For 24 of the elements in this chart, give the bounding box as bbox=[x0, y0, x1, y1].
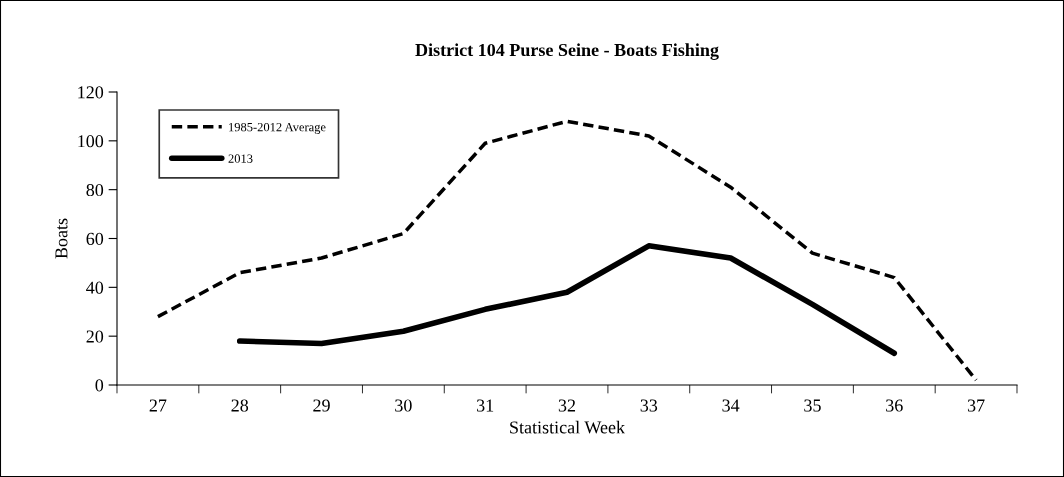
chart-title: District 104 Purse Seine - Boats Fishing bbox=[415, 43, 719, 60]
y-tick-label: 20 bbox=[86, 330, 104, 343]
y-tick-label: 60 bbox=[86, 232, 104, 245]
legend-label: 2013 bbox=[228, 154, 253, 163]
legend-label: 1985-2012 Average bbox=[229, 122, 326, 134]
x-tick-label: 27 bbox=[149, 399, 167, 412]
y-tick-label: 40 bbox=[86, 281, 104, 294]
x-tick-label: 29 bbox=[313, 399, 330, 412]
y-tick-label: 100 bbox=[78, 135, 104, 148]
x-tick-label: 33 bbox=[640, 399, 658, 412]
y-tick-label: 80 bbox=[86, 183, 104, 197]
x-tick-label: 34 bbox=[722, 399, 740, 412]
y-tick-label: 0 bbox=[95, 379, 104, 392]
x-tick-label: 35 bbox=[804, 399, 821, 412]
x-tick-label: 37 bbox=[967, 399, 985, 412]
x-tick-label: 30 bbox=[395, 399, 412, 412]
y-axis-title: Boats bbox=[55, 218, 68, 259]
x-axis-title: Statistical Week bbox=[510, 420, 626, 434]
x-tick-label: 28 bbox=[231, 399, 249, 412]
line-series bbox=[156, 119, 978, 382]
x-tick-label: 32 bbox=[558, 399, 576, 412]
y-tick-label: 120 bbox=[78, 86, 104, 99]
x-tick-label: 36 bbox=[886, 399, 903, 412]
x-tick-label: 31 bbox=[477, 399, 494, 412]
